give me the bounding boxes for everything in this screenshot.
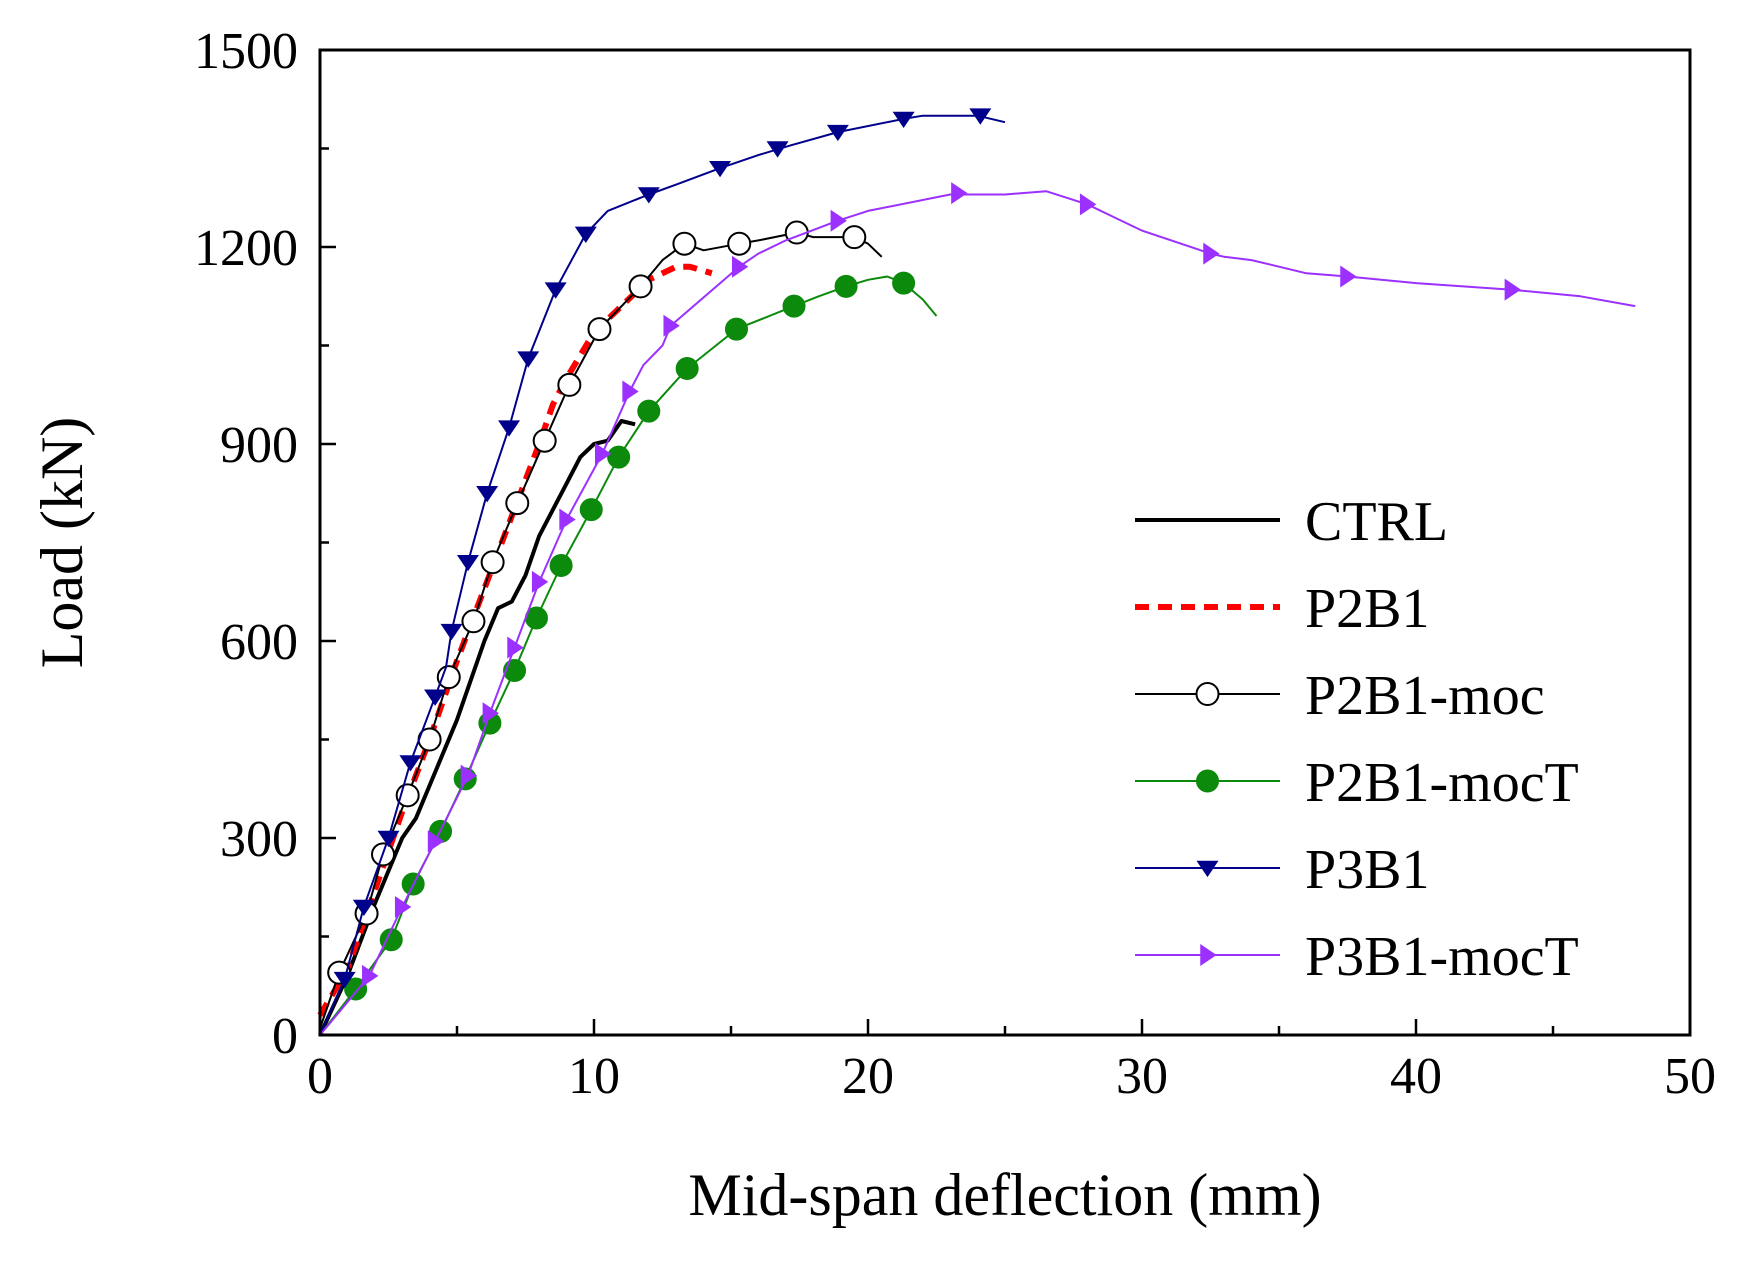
legend-item: P3B1: [1135, 839, 1430, 901]
data-point: [436, 665, 461, 690]
data-point: [951, 182, 968, 205]
data-point: [579, 498, 603, 522]
legend-marker: [1195, 682, 1220, 706]
x-tick-label: 20: [842, 1048, 894, 1105]
data-point: [377, 830, 400, 848]
legend-label: CTRL: [1305, 491, 1448, 553]
plot-frame: [318, 48, 1692, 1037]
data-point: [672, 231, 697, 256]
data-point: [637, 187, 660, 204]
legend: CTRL P2B1 P2B1-moc P2B1-mocT P3B1 P3B1-mocT: [1135, 491, 1579, 988]
y-tick-label: 600: [220, 614, 298, 671]
legend-label: P2B1-moc: [1305, 665, 1545, 727]
data-point: [607, 445, 631, 469]
legend-item: P2B1-mocT: [1135, 752, 1579, 814]
legend-marker: [1196, 860, 1219, 878]
legend-marker: [1196, 769, 1219, 793]
data-point: [1504, 278, 1521, 301]
series-layer: [317, 108, 1636, 1036]
data-point: [532, 428, 557, 453]
series-ctrl: [318, 419, 636, 1036]
x-tick-label: 0: [307, 1048, 333, 1105]
data-point: [507, 636, 524, 659]
y-tick-label: 1200: [194, 220, 298, 277]
data-point: [505, 491, 530, 516]
x-tick-label: 10: [568, 1048, 620, 1105]
data-point: [476, 485, 499, 503]
data-point: [892, 111, 915, 129]
series-line: [319, 190, 1636, 1036]
data-point: [574, 226, 597, 243]
legend-item: P2B1: [1135, 578, 1430, 640]
data-point: [344, 977, 368, 1001]
data-point: [1079, 193, 1097, 216]
data-point: [544, 282, 567, 299]
data-point: [559, 508, 576, 531]
data-point: [628, 274, 653, 299]
legend-item: P3B1-mocT: [1135, 926, 1579, 988]
x-axis-title: Mid-span deflection (mm): [688, 1162, 1321, 1228]
series-p3b1: [319, 108, 1006, 1036]
legend-label: P2B1: [1305, 578, 1430, 640]
data-point: [549, 553, 573, 577]
legend-label: P3B1-mocT: [1305, 926, 1579, 988]
data-point: [517, 351, 540, 368]
data-point: [709, 160, 732, 178]
x-tick-label: 40: [1390, 1048, 1442, 1105]
legend-item: CTRL: [1135, 491, 1448, 553]
data-point: [498, 420, 521, 437]
data-point: [622, 380, 639, 403]
data-point: [440, 623, 463, 641]
data-point: [460, 764, 478, 787]
data-point: [766, 141, 789, 158]
data-point: [333, 971, 356, 989]
data-point: [727, 231, 752, 256]
series-p3b1-moct: [319, 182, 1636, 1036]
data-point: [663, 314, 680, 337]
data-point: [427, 830, 445, 853]
data-point: [826, 124, 849, 142]
data-point: [503, 659, 527, 683]
data-point: [969, 108, 992, 125]
data-point: [480, 550, 505, 575]
data-point: [456, 554, 479, 572]
legend-item: P2B1-moc: [1135, 665, 1545, 727]
data-point: [1203, 242, 1220, 265]
series-line: [318, 419, 636, 1036]
x-tick-label: 50: [1664, 1048, 1716, 1105]
data-point: [482, 702, 499, 725]
data-point: [675, 356, 699, 380]
y-tick-label: 0: [272, 1008, 298, 1065]
data-point: [557, 372, 582, 397]
x-tick-label: 30: [1116, 1048, 1168, 1105]
data-point: [424, 689, 447, 706]
legend-label: P3B1: [1305, 839, 1430, 901]
y-tick-label: 300: [220, 811, 298, 868]
data-point: [830, 209, 847, 232]
data-point: [394, 895, 412, 918]
data-point: [782, 294, 806, 318]
legend-marker: [1200, 944, 1217, 966]
data-point: [637, 399, 661, 423]
y-tick-label: 1500: [194, 23, 298, 80]
data-point: [352, 899, 375, 917]
data-point: [1340, 265, 1357, 288]
tick-labels: 0 10 20 30 40 50 0 300 600 900 1200 1500: [194, 23, 1716, 1105]
y-tick-label: 900: [220, 417, 298, 474]
data-point: [731, 255, 749, 278]
data-point: [842, 225, 867, 250]
data-point: [587, 317, 612, 342]
data-point: [892, 271, 916, 295]
data-point: [362, 964, 379, 987]
data-point: [399, 755, 422, 772]
data-point: [531, 570, 549, 593]
data-point: [594, 442, 612, 465]
data-point: [461, 609, 486, 634]
data-point: [834, 274, 858, 298]
data-point: [724, 317, 748, 341]
legend-label: P2B1-mocT: [1305, 752, 1579, 814]
y-axis-title: Load (kN): [29, 417, 95, 669]
